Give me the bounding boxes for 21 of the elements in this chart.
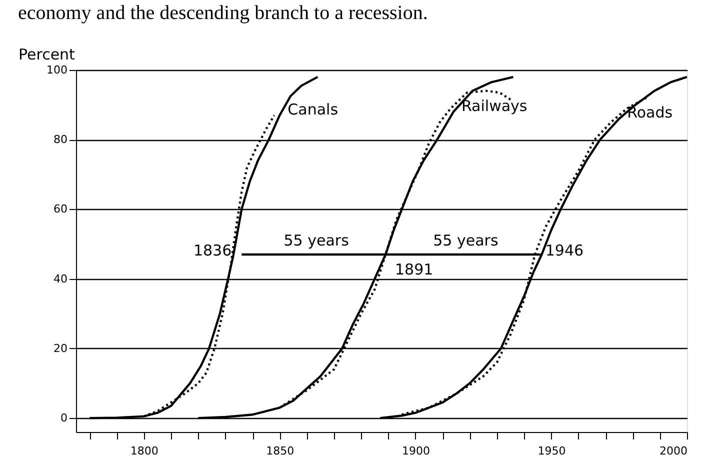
x-tick-label: 1800	[130, 444, 158, 458]
y-tick-label: 100	[46, 64, 68, 76]
series-label: Roads	[627, 104, 673, 122]
y-tick-label: 80	[54, 133, 68, 146]
series-label: Railways	[461, 96, 528, 115]
annotation: 1836	[193, 241, 232, 260]
annotation: 1946	[545, 241, 584, 260]
x-tick-label: 1950	[538, 444, 566, 458]
x-tick-label: 1900	[402, 444, 430, 458]
chart-title: economy and the descending branch to a recession.	[18, 2, 428, 24]
y-tick-label: 20	[54, 342, 68, 355]
y-tick-label: 60	[54, 202, 68, 216]
series-label: Canals	[288, 100, 338, 118]
annotation: 55 years	[284, 231, 350, 250]
annotation: 55 years	[433, 231, 498, 250]
x-tick-label: 2000	[660, 444, 688, 458]
y-tick-label: 40	[54, 272, 68, 286]
y-axis-title: Percent	[18, 46, 76, 64]
y-tick-label: 0	[60, 412, 68, 425]
x-tick-label: 1850	[266, 444, 294, 458]
annotation: 1891	[395, 260, 434, 278]
